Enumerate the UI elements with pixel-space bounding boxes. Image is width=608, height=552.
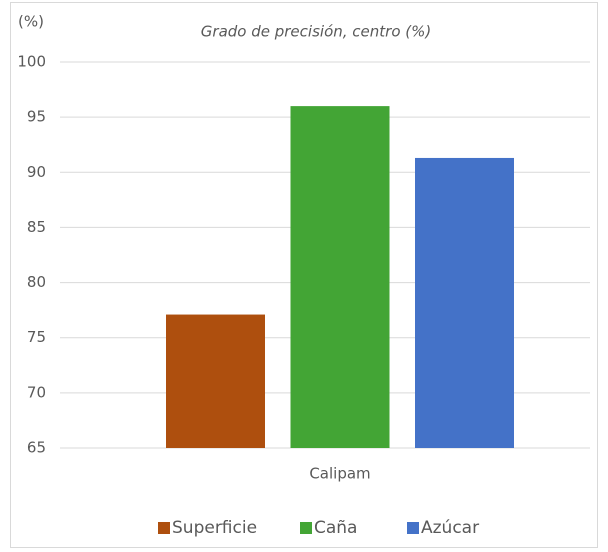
y-tick-label: 75 (27, 328, 46, 346)
bar (290, 106, 390, 448)
chart-title: Grado de precisión, centro (%) (201, 23, 431, 41)
y-tick-label: 90 (27, 163, 46, 181)
y-tick-label: 65 (27, 439, 46, 457)
y-tick-label: 70 (27, 383, 46, 401)
legend-swatch (300, 522, 312, 534)
bar (166, 314, 265, 448)
y-axis-label: (%) (18, 13, 44, 31)
legend-label: Caña (314, 518, 357, 538)
legend-label: Azúcar (421, 518, 479, 538)
y-tick-label: 95 (27, 108, 46, 126)
y-tick-label: 80 (27, 273, 46, 291)
y-tick-label: 100 (17, 53, 46, 71)
x-tick-label: Calipam (309, 465, 370, 483)
legend-swatch (158, 522, 170, 534)
y-tick-label: 85 (27, 218, 46, 236)
bar (415, 157, 514, 448)
legend-swatch (407, 522, 419, 534)
legend-label: Superficie (172, 518, 257, 538)
